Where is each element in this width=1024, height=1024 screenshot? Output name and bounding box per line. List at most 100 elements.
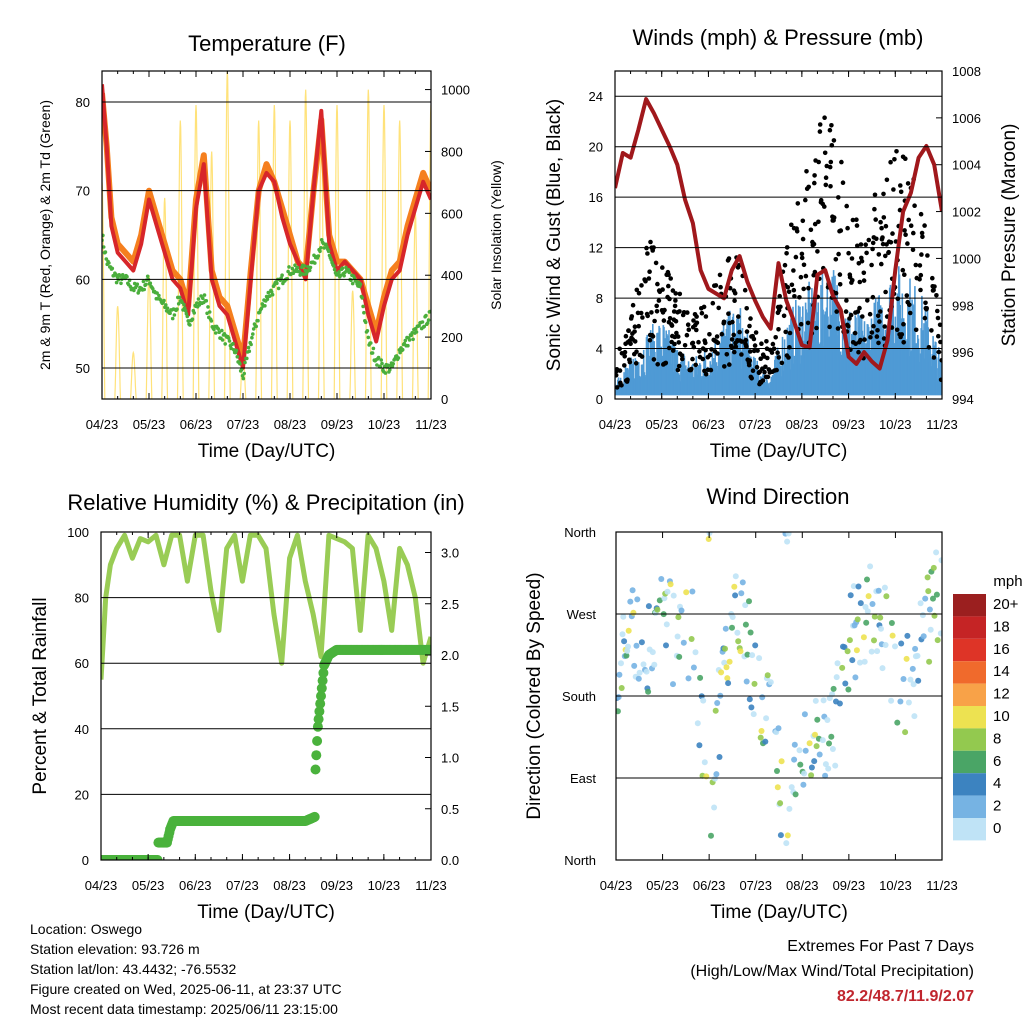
gust-point (882, 324, 887, 329)
x-tick-label: 10/23 (879, 417, 912, 432)
gust-point (751, 348, 757, 354)
direction-point (903, 655, 910, 662)
solar-curve (129, 350, 137, 399)
gust-point (855, 309, 861, 314)
direction-point (663, 642, 669, 649)
gust-point (640, 315, 645, 320)
direction-plot-area (616, 532, 942, 847)
dewpoint-point (276, 286, 281, 291)
dewpoint-point (213, 331, 218, 335)
gust-point (751, 336, 757, 342)
gust-point (828, 184, 833, 189)
solar-curve (208, 151, 216, 399)
gust-point (902, 228, 907, 233)
gust-point (638, 310, 644, 316)
gust-point (937, 322, 942, 328)
gust-point (654, 309, 660, 314)
dewpoint-point (242, 371, 246, 376)
dewpoint-point (183, 308, 188, 313)
dewpoint-point (363, 320, 368, 325)
dewpoint-point (238, 361, 242, 366)
dewpoint-point (201, 296, 205, 301)
gust-point (758, 356, 763, 362)
gust-point (762, 369, 767, 375)
direction-point (711, 804, 718, 811)
legend-title: mph (993, 573, 1022, 590)
y2-tick-label: 1.0 (441, 751, 459, 766)
direction-point (938, 557, 942, 564)
gust-point (922, 315, 928, 321)
direction-point (732, 592, 739, 599)
legend-label: 16 (993, 641, 1010, 658)
plot-border (615, 531, 943, 861)
gust-point (831, 138, 837, 143)
gust-point (846, 250, 851, 256)
dewpoint-point (417, 324, 421, 328)
direction-point (689, 588, 696, 595)
direction-point (774, 768, 780, 774)
gust-point (716, 305, 721, 311)
direction-point (889, 632, 896, 639)
direction-point (879, 665, 886, 672)
y-tick-label: 50 (76, 361, 90, 376)
direction-point (797, 761, 804, 768)
temp-2m-line (102, 84, 431, 370)
x-tick-label: 04/23 (86, 417, 119, 432)
y-tick-label: North (564, 525, 596, 540)
legend-label: 20+ (993, 596, 1019, 613)
gust-point (822, 204, 827, 209)
gust-point (649, 310, 654, 315)
gust-point (912, 203, 917, 208)
x-tick-label: 07/23 (739, 417, 772, 432)
legend-label: 4 (993, 775, 1001, 792)
gust-point (661, 318, 667, 323)
direction-point (871, 637, 877, 644)
direction-point (850, 583, 857, 590)
dewpoint-point (280, 273, 284, 278)
direction-point (917, 600, 924, 607)
dewpoint-point (145, 274, 150, 279)
dewpoint-point (411, 337, 415, 342)
x-tick-label: 06/23 (180, 417, 213, 432)
dewpoint-point (235, 355, 240, 359)
gust-point (696, 339, 701, 345)
direction-point (762, 738, 769, 745)
gust-point (763, 364, 768, 370)
gust-point (936, 333, 941, 339)
gust-point (907, 310, 913, 316)
gust-point (679, 353, 685, 358)
dewpoint-point (141, 279, 146, 284)
latlon-text: Station lat/lon: 43.4432; -76.5532 (30, 961, 237, 977)
gust-point (935, 308, 940, 314)
gust-point (721, 319, 727, 325)
gust-point (685, 310, 690, 315)
direction-point (791, 756, 798, 763)
direction-point (802, 747, 809, 754)
x-tick-label: 08/23 (273, 878, 306, 893)
gust-point (886, 249, 891, 255)
dewpoint-point (102, 245, 106, 249)
gust-point (770, 341, 776, 347)
y2-tick-label: 996 (952, 345, 974, 360)
gust-point (617, 368, 623, 373)
x-tick-label: 10/23 (879, 878, 912, 893)
solar-curve (223, 71, 231, 399)
gust-point (699, 310, 705, 316)
gust-point (858, 337, 863, 343)
direction-point (767, 679, 774, 686)
x-tick-label: 11/23 (926, 417, 958, 432)
gust-point (703, 340, 708, 346)
gust-point (904, 293, 910, 298)
dewpoint-point (270, 292, 275, 297)
y2-tick-label: 800 (441, 144, 463, 159)
gust-point (869, 330, 875, 335)
gust-point (846, 323, 851, 329)
direction-point (813, 743, 820, 750)
gust-point (779, 360, 785, 366)
gust-point (863, 242, 868, 247)
dewpoint-point (337, 270, 341, 274)
gust-point (814, 325, 819, 331)
dewpoint-point (410, 331, 415, 335)
dewpoint-point (265, 297, 270, 302)
dewpoint-point (338, 273, 343, 278)
